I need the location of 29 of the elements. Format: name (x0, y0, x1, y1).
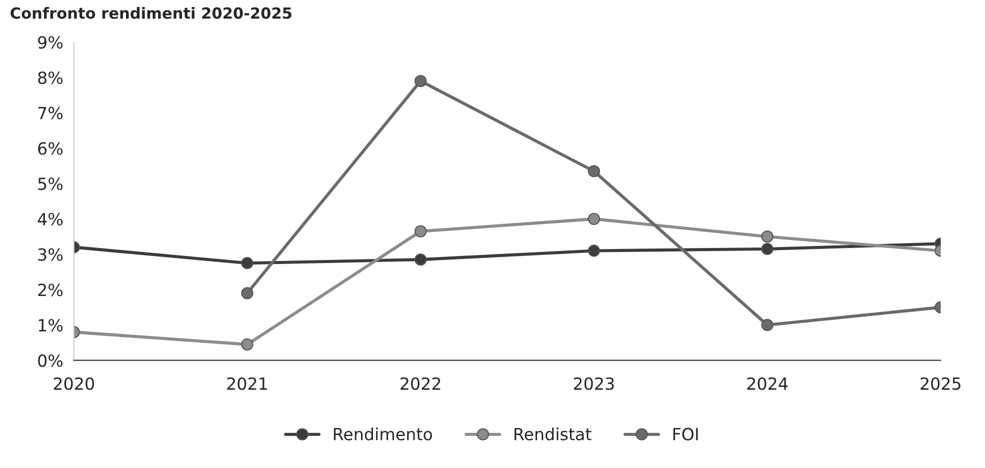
point (241, 338, 254, 351)
x-tick-label: 2025 (920, 377, 960, 390)
legend-label: Rendimento (334, 428, 432, 440)
chart-title: Confronto rendimenti 2020-2025 (10, 7, 292, 19)
point (588, 212, 600, 225)
point (588, 244, 600, 257)
y-tick-label: 9% (38, 36, 63, 49)
point (241, 257, 254, 270)
x-tick-label: 2023 (574, 377, 614, 390)
point (414, 225, 427, 238)
y-tick-label: 8% (38, 71, 63, 84)
point (588, 165, 600, 178)
point (414, 254, 427, 266)
legend-label: Rendistat (514, 428, 592, 440)
y-tick-label: 1% (38, 318, 63, 332)
y-tick-label: 4% (38, 212, 63, 226)
x-tick-label: 2021 (227, 377, 267, 390)
point (241, 287, 254, 300)
y-tick-label: 2% (38, 284, 63, 296)
y-tick-label: 5% (38, 178, 63, 190)
y-tick-label: 3% (38, 248, 63, 261)
x-tick-label: 2024 (747, 377, 788, 390)
y-tick-label: 6% (38, 142, 63, 155)
y-tick-label: 0% (38, 354, 63, 367)
point (414, 74, 427, 88)
y-tick-label: 7% (38, 106, 63, 120)
x-tick-label: 2020 (54, 377, 94, 390)
legend-label: FOI (673, 428, 698, 440)
x-tick-label: 2022 (400, 377, 440, 390)
